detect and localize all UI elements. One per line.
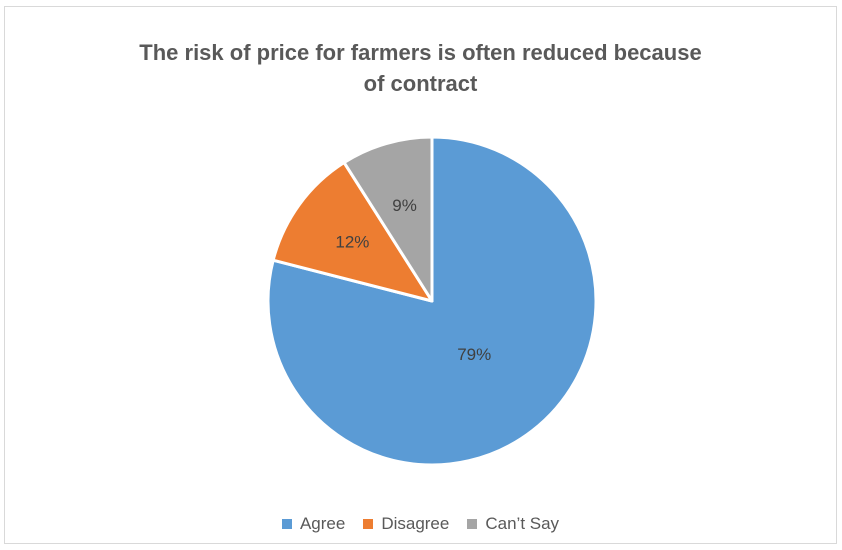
pie-slice-cant-say: [342, 135, 434, 303]
legend-item-cant-say: Can’t Say: [467, 514, 559, 534]
legend-label-disagree: Disagree: [381, 514, 450, 533]
data-label-disagree: 12%: [335, 233, 369, 252]
data-label-cant-say: 9%: [392, 196, 417, 215]
pie-slice-agree: [266, 135, 598, 467]
legend-swatch-disagree: [363, 519, 374, 529]
legend-swatch-cant-say: [467, 519, 478, 529]
data-label-agree: 79%: [457, 345, 491, 364]
legend-label-agree: Agree: [299, 514, 346, 533]
legend-swatch-agree: [281, 519, 292, 529]
pie-slice-disagree: [271, 161, 434, 303]
pie-chart: 79% 12% 9%: [266, 135, 598, 467]
legend-item-disagree: Disagree: [363, 514, 449, 534]
legend: Agree Disagree Can’t Say: [5, 514, 836, 534]
legend-item-agree: Agree: [281, 514, 346, 534]
chart-title: The risk of price for farmers is often r…: [5, 37, 836, 99]
legend-label-cant-say: Can’t Say: [485, 514, 560, 533]
chart-frame: The risk of price for farmers is often r…: [4, 6, 837, 544]
chart-title-line-1: The risk of price for farmers is often r…: [139, 40, 702, 65]
chart-title-line-2: of contract: [363, 71, 478, 96]
